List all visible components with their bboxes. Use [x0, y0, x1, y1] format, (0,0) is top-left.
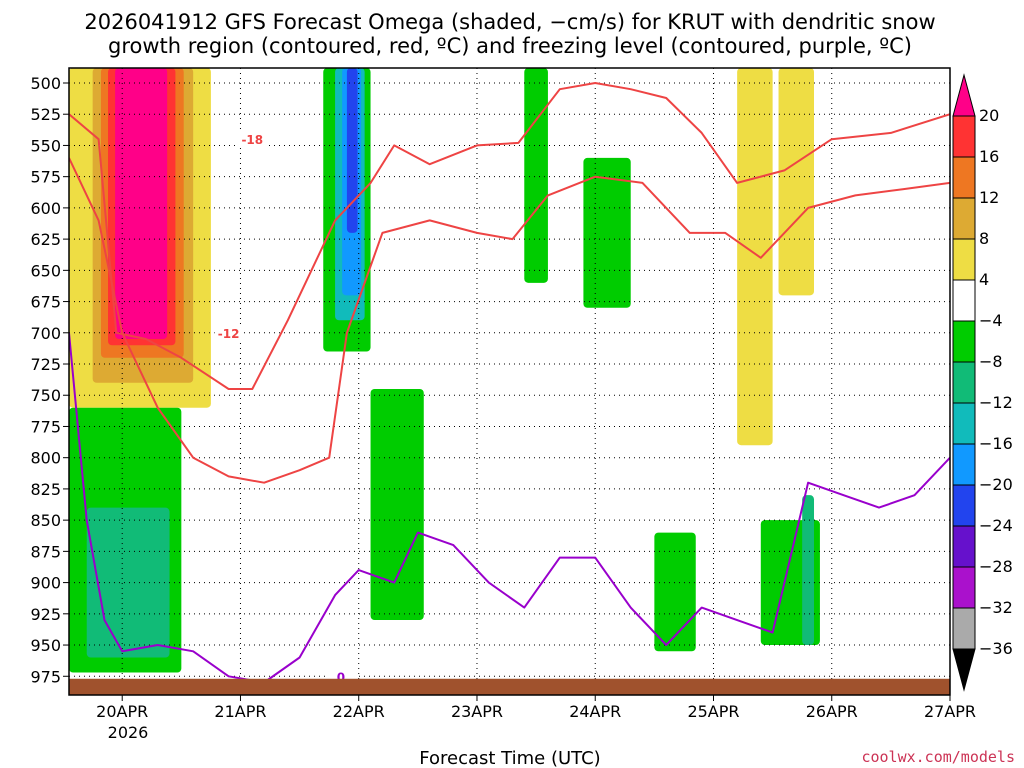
plot-frame — [68, 67, 951, 696]
contour-label--12: -12 — [218, 327, 240, 341]
y-tick-label-700: 700 — [30, 324, 61, 343]
chart-title-line2: growth region (contoured, red, ºC) and f… — [108, 34, 912, 58]
x-tick-label-21APR: 21APR — [214, 702, 266, 721]
omega-region-10 — [346, 68, 358, 233]
y-tick-label-550: 550 — [30, 136, 61, 155]
time-axis: 20APR 21APR 22APR 23APR 24APR 25APR 26APR 27APR — [96, 695, 976, 721]
colorbar-level-8: −16 — [979, 434, 1013, 453]
chart-title-line1: 2026041912 GFS Forecast Omega (shaded, −… — [84, 10, 935, 34]
y-tick-label-975: 975 — [30, 667, 61, 686]
colorbar-arrow-bottom — [952, 648, 976, 692]
x-tick-label-20APR: 20APR — [96, 702, 148, 721]
omega-region-17 — [802, 495, 815, 646]
y-tick-label-850: 850 — [30, 511, 61, 530]
colorbar-level-7: −12 — [979, 393, 1013, 412]
colorbar-level-6: −8 — [979, 352, 1003, 371]
colorbar-level-0: 20 — [979, 106, 999, 125]
colorbar-level-10: −24 — [979, 516, 1013, 535]
colorbar-level-9: −20 — [979, 475, 1013, 494]
colorbar-level-11: −28 — [979, 557, 1013, 576]
colorbar-segment-9 — [952, 443, 976, 486]
colorbar-level-12: −32 — [979, 598, 1013, 617]
contour-label-0: 0 — [337, 670, 345, 684]
colorbar-level-1: 16 — [979, 147, 999, 166]
y-tick-label-875: 875 — [30, 542, 61, 561]
y-tick-label-625: 625 — [30, 230, 61, 249]
omega-region-6 — [86, 507, 170, 658]
colorbar-segment-7 — [952, 361, 976, 404]
y-tick-label-750: 750 — [30, 386, 61, 405]
colorbar-segment-6 — [952, 320, 976, 363]
y-tick-label-525: 525 — [30, 105, 61, 124]
colorbar-segment-2 — [952, 156, 976, 199]
colorbar: 20 16 12 8 4 −4 −8 −12 −16 −20 −24 −28 −32 −36 — [952, 73, 1013, 692]
contour-line-0 — [69, 332, 950, 684]
y-tick-label-675: 675 — [30, 293, 61, 312]
colorbar-segment-1 — [952, 115, 976, 158]
colorbar-level-4: 4 — [979, 270, 989, 289]
y-tick-label-600: 600 — [30, 199, 61, 218]
y-tick-label-825: 825 — [30, 480, 61, 499]
omega-region-14 — [737, 68, 773, 446]
x-tick-label-27APR: 27APR — [924, 702, 976, 721]
contour-label--18: -18 — [241, 133, 263, 147]
x-tick-label-23APR: 23APR — [451, 702, 503, 721]
contour-line--12 — [69, 157, 950, 484]
y-tick-label-925: 925 — [30, 605, 61, 624]
contour-label-bg--12 — [214, 324, 243, 340]
x-tick-label-26APR: 26APR — [806, 702, 858, 721]
x-tick-label-24APR: 24APR — [569, 702, 621, 721]
contour-line--18 — [69, 82, 950, 390]
omega-region-18 — [654, 532, 696, 652]
colorbar-level-2: 12 — [979, 188, 999, 207]
y-tick-label-900: 900 — [30, 574, 61, 593]
colorbar-level-5: −4 — [979, 311, 1003, 330]
omega-region-13 — [583, 157, 631, 308]
omega-region-12 — [524, 68, 548, 283]
omega-region-15 — [778, 68, 815, 296]
omega-region-11 — [370, 388, 424, 621]
y-tick-label-725: 725 — [30, 355, 61, 374]
y-tick-label-800: 800 — [30, 449, 61, 468]
colorbar-segment-11 — [952, 525, 976, 568]
colorbar-segment-8 — [952, 402, 976, 445]
terrain-ground — [69, 678, 950, 695]
colorbar-segment-5 — [952, 279, 976, 322]
y-tick-label-650: 650 — [30, 261, 61, 280]
y-tick-label-950: 950 — [30, 636, 61, 655]
colorbar-segment-12 — [952, 566, 976, 609]
y-tick-label-775: 775 — [30, 417, 61, 436]
colorbar-segment-4 — [952, 238, 976, 281]
y-tick-label-575: 575 — [30, 168, 61, 187]
colorbar-segment-3 — [952, 197, 976, 240]
pressure-axis: 500 525 550 575 600 625 650 675 700 725 750 775 800 8… — [30, 74, 69, 686]
colorbar-level-13: −36 — [979, 639, 1013, 658]
x-tick-label-22APR: 22APR — [333, 702, 385, 721]
x-tick-year: 2026 — [108, 723, 149, 742]
y-tick-label-500: 500 — [30, 74, 61, 93]
x-tick-label-25APR: 25APR — [687, 702, 739, 721]
credit-text: coolwx.com/models — [861, 748, 1015, 766]
plot-area: -18 -12 0 — [68, 67, 951, 696]
omega-region-4 — [115, 68, 168, 340]
colorbar-segment-10 — [952, 484, 976, 527]
colorbar-level-3: 8 — [979, 229, 989, 248]
contour-label-bg--18 — [238, 131, 267, 147]
colorbar-segment-13 — [952, 607, 976, 650]
x-axis-title: Forecast Time (UTC) — [419, 748, 600, 768]
